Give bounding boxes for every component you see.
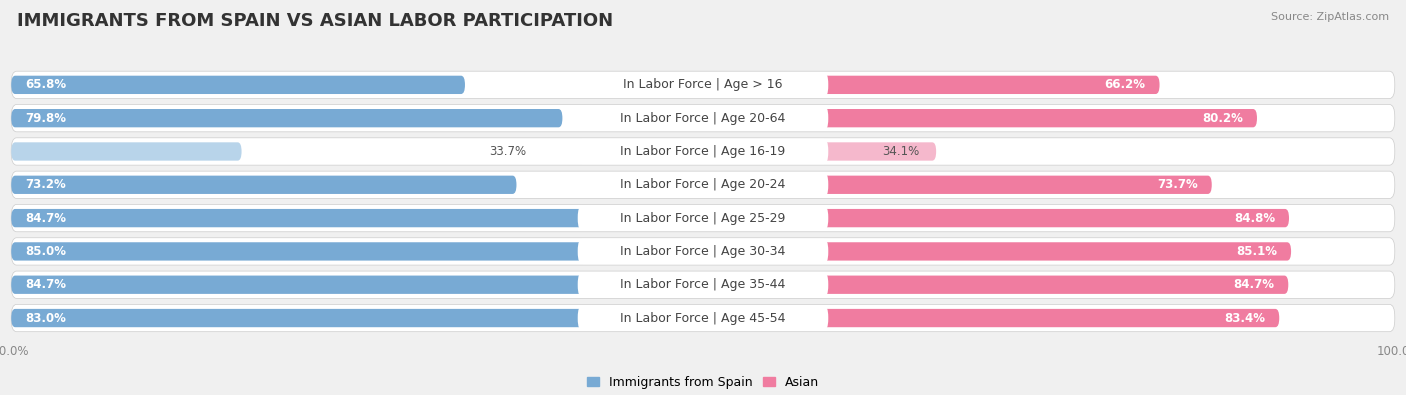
FancyBboxPatch shape <box>11 305 1395 332</box>
Legend: Immigrants from Spain, Asian: Immigrants from Spain, Asian <box>582 371 824 394</box>
FancyBboxPatch shape <box>11 71 1395 98</box>
FancyBboxPatch shape <box>703 309 1279 327</box>
FancyBboxPatch shape <box>11 276 596 294</box>
Text: 85.1%: 85.1% <box>1236 245 1277 258</box>
FancyBboxPatch shape <box>11 271 1395 298</box>
FancyBboxPatch shape <box>11 171 1395 198</box>
FancyBboxPatch shape <box>11 209 596 227</box>
FancyBboxPatch shape <box>11 309 585 327</box>
FancyBboxPatch shape <box>11 142 242 161</box>
Text: In Labor Force | Age > 16: In Labor Force | Age > 16 <box>623 78 783 91</box>
Text: 84.8%: 84.8% <box>1234 212 1275 225</box>
FancyBboxPatch shape <box>578 72 828 98</box>
Text: 80.2%: 80.2% <box>1202 112 1243 125</box>
FancyBboxPatch shape <box>703 242 1291 261</box>
FancyBboxPatch shape <box>11 109 562 127</box>
FancyBboxPatch shape <box>703 209 1289 227</box>
Text: In Labor Force | Age 20-24: In Labor Force | Age 20-24 <box>620 178 786 191</box>
FancyBboxPatch shape <box>703 109 1257 127</box>
Text: 73.2%: 73.2% <box>25 178 66 191</box>
FancyBboxPatch shape <box>703 142 936 161</box>
Text: In Labor Force | Age 35-44: In Labor Force | Age 35-44 <box>620 278 786 291</box>
Text: 34.1%: 34.1% <box>882 145 920 158</box>
Text: 83.0%: 83.0% <box>25 312 66 325</box>
Text: 65.8%: 65.8% <box>25 78 66 91</box>
Text: 33.7%: 33.7% <box>489 145 526 158</box>
FancyBboxPatch shape <box>578 239 828 264</box>
FancyBboxPatch shape <box>11 238 1395 265</box>
FancyBboxPatch shape <box>703 276 1288 294</box>
Text: Source: ZipAtlas.com: Source: ZipAtlas.com <box>1271 12 1389 22</box>
FancyBboxPatch shape <box>578 272 828 297</box>
FancyBboxPatch shape <box>703 76 1160 94</box>
Text: 84.7%: 84.7% <box>25 212 66 225</box>
FancyBboxPatch shape <box>11 176 516 194</box>
Text: 79.8%: 79.8% <box>25 112 66 125</box>
Text: 83.4%: 83.4% <box>1225 312 1265 325</box>
FancyBboxPatch shape <box>703 176 1212 194</box>
Text: 73.7%: 73.7% <box>1157 178 1198 191</box>
FancyBboxPatch shape <box>11 205 1395 232</box>
Text: In Labor Force | Age 16-19: In Labor Force | Age 16-19 <box>620 145 786 158</box>
FancyBboxPatch shape <box>578 172 828 198</box>
Text: In Labor Force | Age 20-64: In Labor Force | Age 20-64 <box>620 112 786 125</box>
FancyBboxPatch shape <box>578 305 828 331</box>
Text: In Labor Force | Age 30-34: In Labor Force | Age 30-34 <box>620 245 786 258</box>
Text: In Labor Force | Age 25-29: In Labor Force | Age 25-29 <box>620 212 786 225</box>
Text: 84.7%: 84.7% <box>1233 278 1274 291</box>
FancyBboxPatch shape <box>578 105 828 131</box>
FancyBboxPatch shape <box>11 138 1395 165</box>
Text: IMMIGRANTS FROM SPAIN VS ASIAN LABOR PARTICIPATION: IMMIGRANTS FROM SPAIN VS ASIAN LABOR PAR… <box>17 12 613 30</box>
FancyBboxPatch shape <box>11 76 465 94</box>
Text: In Labor Force | Age 45-54: In Labor Force | Age 45-54 <box>620 312 786 325</box>
FancyBboxPatch shape <box>11 242 599 261</box>
Text: 66.2%: 66.2% <box>1105 78 1146 91</box>
FancyBboxPatch shape <box>11 105 1395 132</box>
FancyBboxPatch shape <box>578 205 828 231</box>
FancyBboxPatch shape <box>578 139 828 164</box>
Text: 85.0%: 85.0% <box>25 245 66 258</box>
Text: 84.7%: 84.7% <box>25 278 66 291</box>
